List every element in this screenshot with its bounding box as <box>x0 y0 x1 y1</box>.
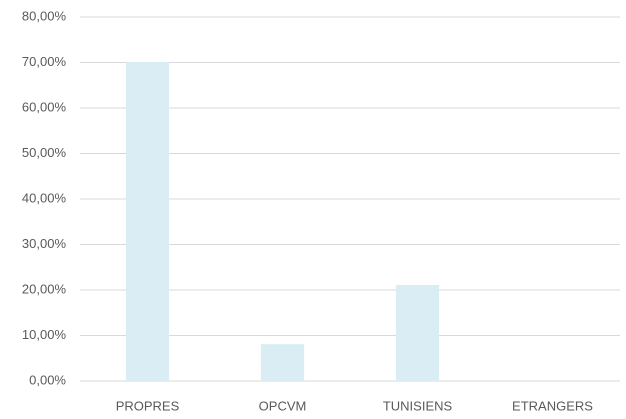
y-tick-label: 10,00% <box>22 327 67 342</box>
y-tick-label: 40,00% <box>22 190 67 205</box>
bar <box>395 284 440 381</box>
x-tick-label: TUNISIENS <box>383 398 453 413</box>
y-tick-label: 50,00% <box>22 145 67 160</box>
x-tick-label: PROPRES <box>116 398 180 413</box>
y-tick-label: 60,00% <box>22 99 67 114</box>
x-tick-label: ETRANGERS <box>512 398 593 413</box>
bar <box>260 344 305 381</box>
y-tick-label: 30,00% <box>22 236 67 251</box>
y-tick-label: 80,00% <box>22 8 67 23</box>
y-tick-label: 20,00% <box>22 281 67 296</box>
x-tick-label: OPCVM <box>259 398 307 413</box>
bar <box>125 62 170 382</box>
y-tick-label: 0,00% <box>29 372 66 387</box>
y-tick-label: 70,00% <box>22 54 67 69</box>
